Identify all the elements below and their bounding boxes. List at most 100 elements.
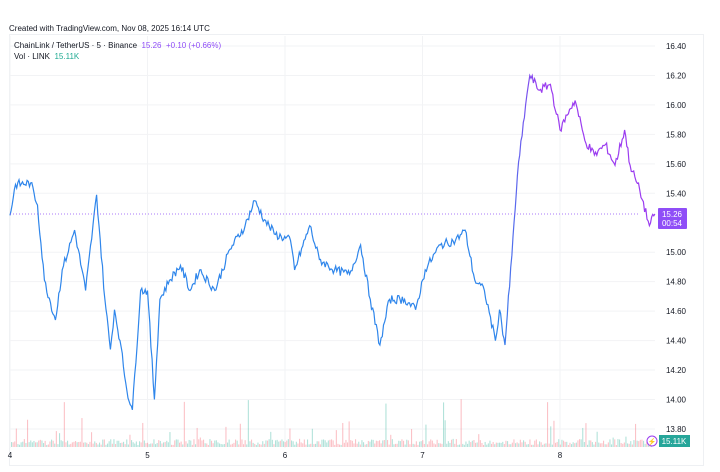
volume-bar — [390, 434, 392, 447]
volume-bar — [159, 440, 161, 447]
volume-bar — [471, 440, 473, 447]
volume-bar — [108, 441, 110, 447]
volume-bar — [417, 444, 419, 447]
y-tick-label: 14.20 — [666, 366, 687, 375]
volume-bar — [147, 442, 149, 447]
volume-bar — [433, 443, 435, 447]
volume-bar — [431, 440, 433, 447]
volume-bar — [164, 442, 166, 447]
volume-bar — [212, 443, 214, 447]
volume-bar — [28, 442, 30, 447]
volume-bar — [89, 441, 91, 447]
volume-bar — [180, 441, 182, 447]
volume-bar — [467, 443, 469, 447]
volume-bar — [62, 441, 64, 447]
volume-tag-value: 15.11K — [662, 437, 687, 446]
volume-bar — [166, 440, 168, 447]
volume-bar — [563, 440, 565, 447]
price-line — [9, 73, 656, 410]
legend-symbol: ChainLink / TetherUS · 5 · Binance — [14, 41, 138, 50]
volume-bar — [571, 444, 573, 447]
volume-bar — [22, 441, 24, 447]
volume-bar — [377, 441, 379, 447]
volume-bar — [78, 442, 80, 447]
volume-bar — [273, 444, 275, 447]
volume-bar — [319, 444, 321, 447]
volume-bar — [430, 439, 432, 447]
volume-bar — [558, 439, 560, 447]
volume-bar — [641, 439, 643, 447]
volume-bar — [396, 443, 398, 447]
volume-bar — [294, 444, 296, 447]
volume-bar — [223, 444, 225, 447]
volume-bar — [283, 441, 285, 447]
volume-bar — [435, 444, 437, 447]
volume-bar — [502, 441, 504, 447]
volume-bar — [284, 442, 286, 447]
volume-bar — [353, 443, 355, 447]
volume-bar — [201, 440, 203, 447]
volume-bar — [478, 434, 480, 447]
volume-bar — [374, 443, 376, 447]
volume-bar — [481, 443, 483, 447]
volume-bar — [209, 439, 211, 447]
volume-bar — [163, 442, 165, 447]
volume-bar — [564, 441, 566, 447]
volume-bar — [276, 439, 278, 447]
lightning-icon[interactable] — [646, 435, 658, 447]
volume-bar — [475, 442, 477, 447]
volume-bar — [198, 439, 200, 447]
y-tick-label: 14.80 — [666, 278, 687, 287]
volume-bar — [446, 443, 448, 447]
volume-bar — [119, 442, 121, 447]
volume-bar — [281, 439, 283, 447]
volume-bar — [25, 443, 27, 447]
volume-bar — [87, 444, 89, 447]
volume-bar — [339, 444, 341, 447]
volume-bar — [332, 440, 334, 447]
volume-bar — [215, 440, 217, 447]
volume-bar — [54, 443, 56, 447]
volume-bar — [190, 440, 192, 447]
volume-bar — [486, 444, 488, 447]
volume-bar — [278, 441, 280, 447]
volume-bar — [220, 443, 222, 447]
price-tag — [658, 208, 687, 229]
volume-bar — [51, 439, 53, 447]
volume-bar — [207, 444, 209, 447]
volume-bar — [151, 443, 153, 447]
volume-bar — [635, 423, 637, 447]
y-tick-label: 16.40 — [666, 42, 687, 51]
volume-bar — [12, 442, 14, 447]
price-tag-value: 15.26 — [662, 210, 683, 219]
volume-bar — [371, 439, 373, 447]
volume-bar — [127, 444, 129, 447]
volume-bar — [287, 439, 289, 447]
volume-bar — [241, 439, 243, 447]
volume-bar — [380, 443, 382, 447]
volume-bar — [38, 440, 40, 447]
y-tick-label: 15.00 — [666, 248, 687, 257]
volume-bar — [174, 440, 176, 447]
volume-bar — [137, 444, 139, 447]
volume-bar — [366, 444, 368, 447]
volume-bar — [465, 441, 467, 447]
volume-bar — [107, 443, 109, 447]
volume-bar — [185, 441, 187, 447]
volume-bar — [289, 428, 291, 447]
volume-bar — [476, 442, 478, 447]
volume-bar — [238, 444, 240, 447]
volume-bar — [451, 439, 453, 447]
volume-bar — [449, 442, 451, 447]
volume-bar — [383, 440, 385, 447]
volume-bar — [350, 440, 352, 447]
volume-bar — [567, 444, 569, 447]
volume-bar — [126, 439, 128, 447]
volume-bar — [559, 444, 561, 447]
volume-bar — [460, 399, 462, 447]
volume-bar — [547, 402, 549, 447]
volume-bar — [228, 439, 230, 447]
volume-bar — [444, 420, 446, 447]
volume-bar — [359, 444, 361, 447]
